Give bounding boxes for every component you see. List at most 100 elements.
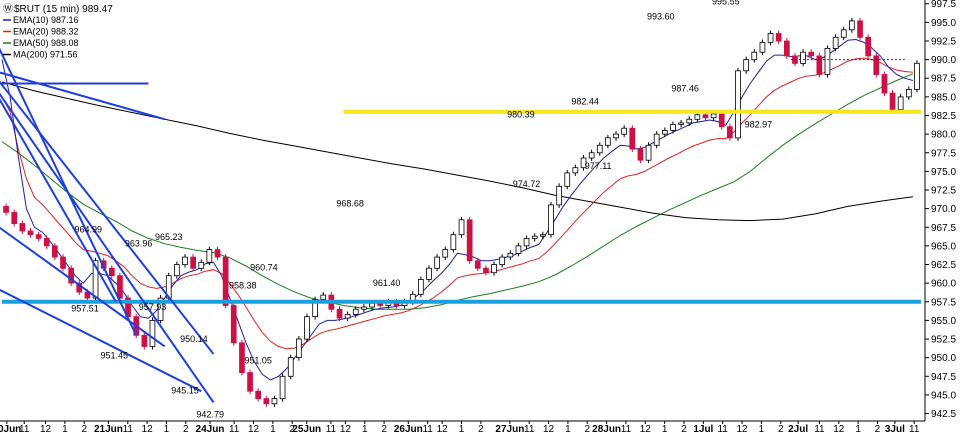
candle-body — [515, 245, 522, 254]
candle-body — [897, 96, 904, 111]
candle-body — [442, 249, 449, 258]
x-tick-label: 2 — [778, 424, 784, 434]
candle-body — [344, 313, 351, 319]
y-tick-label: 957.5 — [931, 297, 956, 308]
candle-body — [605, 137, 611, 146]
price-annotation: 993.60 — [647, 11, 675, 21]
x-tick-label: 11 — [717, 424, 728, 434]
candle-body — [352, 308, 359, 315]
candle-body — [800, 51, 806, 64]
candle-body — [109, 267, 115, 277]
candle-body — [279, 375, 286, 400]
y-tick-label: 987.5 — [931, 74, 956, 85]
candle-body — [727, 126, 733, 139]
candle-body — [873, 55, 880, 75]
x-tick-label: 12 — [543, 424, 555, 434]
x-tick-label: 12 — [437, 424, 449, 434]
price-annotation: 960.74 — [250, 262, 278, 272]
x-tick-label: 11 — [524, 424, 535, 434]
candle-body — [52, 245, 58, 258]
x-tick-label: 11 — [422, 424, 433, 434]
candle-body — [849, 20, 855, 31]
price-annotation: 982.44 — [571, 96, 599, 106]
x-tick-label: 11 — [19, 424, 30, 434]
candle-body — [686, 118, 693, 124]
candle-body — [336, 308, 343, 319]
candle-body — [499, 256, 506, 266]
candle-body — [19, 223, 26, 232]
x-tick-label: 1 — [164, 424, 170, 434]
candle-body — [889, 92, 896, 110]
legend-entry: EMA(10) 987.16 — [13, 15, 79, 25]
ema10-layer — [1, 38, 914, 381]
candle-body — [784, 40, 790, 57]
candle-body — [295, 338, 302, 359]
candle-body — [613, 133, 619, 139]
candle-body — [214, 249, 221, 258]
x-tick-label: 11 — [229, 424, 240, 434]
candle-body — [596, 144, 603, 154]
trendline — [0, 47, 138, 336]
x-tick-label: 1 — [270, 424, 276, 434]
candle-body — [198, 261, 205, 269]
candle-body — [743, 59, 750, 72]
candle-body — [735, 70, 741, 139]
y-tick-label: 975.0 — [931, 167, 956, 178]
candle-body — [474, 260, 481, 269]
candle-body — [263, 398, 270, 405]
price-annotation: 980.39 — [507, 110, 535, 120]
y-tick-label: 955.0 — [931, 316, 956, 327]
legend-entry: EMA(20) 988.32 — [13, 27, 79, 37]
candle-body — [417, 278, 424, 295]
trendline — [0, 98, 117, 303]
y-tick-label: 980.0 — [931, 130, 956, 141]
candle-body — [483, 267, 489, 274]
price-annotation: 957.51 — [71, 303, 99, 313]
candle-body — [662, 129, 668, 135]
price-annotation: 974.72 — [513, 179, 541, 189]
candle-body — [271, 398, 278, 405]
candle-body — [426, 267, 432, 280]
trendline — [0, 80, 215, 355]
x-tick-label: 26Jun — [394, 424, 423, 434]
x-tick-label: 2 — [289, 424, 295, 434]
y-tick-label: 962.5 — [931, 260, 956, 271]
x-tick-label: 12 — [340, 424, 352, 434]
candle-body — [824, 48, 831, 75]
trendline — [0, 92, 215, 403]
candle-body — [27, 230, 34, 236]
candle-body — [287, 357, 294, 377]
chart-title: $RUT (15 min) 989.47 — [14, 4, 113, 15]
y-tick-label: 995.0 — [931, 18, 956, 29]
candle-body — [68, 267, 74, 284]
candle-body — [540, 234, 546, 237]
candle-body — [523, 237, 530, 247]
price-annotation: 963.96 — [125, 239, 153, 249]
candle-body — [149, 319, 156, 347]
y-tick-label: 970.0 — [931, 204, 956, 215]
candle-body — [808, 51, 815, 57]
candle-body — [141, 334, 148, 347]
price-annotation: 957.93 — [139, 302, 167, 312]
candle-body — [157, 297, 164, 321]
candle-body — [230, 305, 237, 344]
y-tick-label: 950.0 — [931, 353, 956, 364]
trendlines-layer — [0, 47, 215, 403]
candle-body — [304, 316, 310, 340]
y-tick-label: 997.5 — [931, 0, 956, 10]
candle-body — [458, 219, 465, 236]
ema20-layer — [1, 57, 913, 350]
x-tick-label: 2 — [381, 424, 387, 434]
x-tick-label: 1 — [362, 424, 368, 434]
candle-body — [361, 306, 367, 310]
candle-body — [914, 62, 920, 90]
x-tick-label: 1Jul — [693, 424, 713, 434]
chart-w-icon: Ⓦ — [3, 3, 13, 15]
x-tick-label: 1 — [662, 424, 668, 434]
x-tick-label: 2Jul — [788, 424, 808, 434]
x-tick-label: 11 — [123, 424, 134, 434]
candle-body — [173, 264, 180, 277]
x-tick-label: 2 — [478, 424, 484, 434]
candle-body — [434, 256, 441, 269]
